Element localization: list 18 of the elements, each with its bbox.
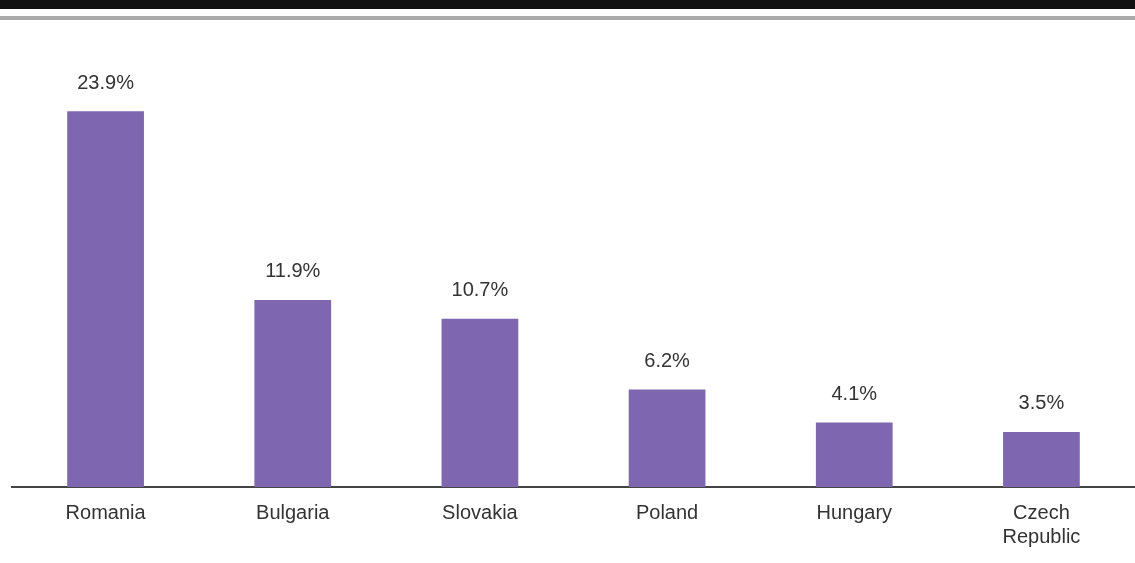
x-tick-label: Bulgaria	[256, 500, 331, 523]
bar	[254, 299, 332, 487]
x-tick-label: Poland	[635, 500, 699, 523]
data-label: 3.5%	[1018, 391, 1065, 414]
data-label: 4.1%	[831, 382, 878, 405]
bar	[67, 111, 144, 487]
data-label: 10.7%	[451, 278, 509, 301]
x-tick-label: Slovakia	[442, 500, 519, 523]
bar	[628, 389, 706, 487]
x-tick-label: Romania	[65, 500, 147, 523]
bar	[441, 318, 519, 487]
x-tick-label: Hungary	[816, 500, 893, 523]
bar	[815, 422, 893, 487]
data-label: 11.9%	[265, 259, 321, 282]
data-label: 6.2%	[644, 349, 691, 372]
x-tick-label: Czech Republic	[1002, 500, 1081, 547]
data-label: 23.9%	[77, 70, 135, 93]
bar	[1003, 431, 1080, 487]
